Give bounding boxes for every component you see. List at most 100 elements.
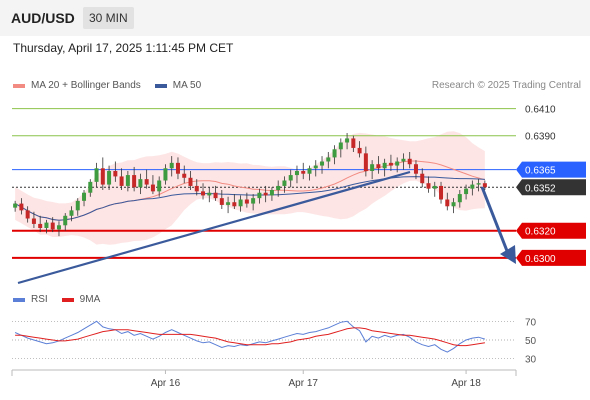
candle-body — [357, 147, 362, 154]
price-label-text: 0.6390 — [525, 132, 556, 143]
candle-body — [395, 161, 400, 166]
candle-body — [313, 165, 318, 169]
candle-body — [107, 171, 112, 185]
price-label-1: 0.6390 — [525, 132, 556, 143]
legend-label-ma50: MA 50 — [172, 80, 202, 91]
candle-body — [307, 168, 312, 174]
legend-item-ma20: MA 20 + Bollinger Bands — [13, 80, 141, 91]
candle-body — [345, 138, 350, 143]
rsi-level-label: 50 — [525, 336, 537, 347]
candle-body — [338, 142, 343, 150]
candle-body — [226, 202, 231, 205]
forecast-arrow-head — [500, 245, 516, 264]
candle-body — [25, 210, 30, 219]
candle-body — [44, 222, 49, 228]
candle-body — [132, 175, 137, 188]
candle-body — [470, 184, 475, 189]
candle-body — [388, 162, 393, 166]
ma50-line — [14, 176, 485, 221]
candle-body — [269, 190, 274, 196]
candle-body — [13, 203, 18, 208]
candle-body — [207, 192, 212, 196]
candle-body — [276, 185, 281, 190]
price-label-5: 0.6300 — [516, 249, 586, 266]
legend-swatch-rsi — [13, 297, 25, 302]
candle-body — [451, 202, 456, 207]
x-tick-label-0: Apr 16 — [151, 378, 181, 389]
candle-body — [63, 215, 68, 226]
candle-body — [125, 175, 130, 186]
candle-body — [163, 168, 168, 181]
legend-item-ma50: MA 50 — [154, 80, 202, 91]
price-label-text: 0.6352 — [525, 183, 556, 194]
candle-body — [194, 185, 199, 192]
candle-body — [82, 192, 87, 201]
candle-body — [94, 168, 99, 182]
candles-group — [13, 133, 487, 237]
candle-body — [382, 162, 387, 169]
price-label-3: 0.6352 — [516, 179, 586, 196]
candle-body — [188, 177, 193, 186]
candle-body — [213, 192, 218, 199]
candle-body — [288, 175, 293, 181]
price-label-2: 0.6365 — [516, 161, 586, 178]
candle-body — [113, 171, 118, 177]
legend-swatch-ma50 — [154, 83, 167, 88]
candle-body — [420, 173, 425, 184]
candle-body — [445, 199, 450, 207]
timeframe-badge[interactable]: 30 MIN — [83, 7, 134, 29]
candle-body — [232, 202, 237, 207]
candle-body — [370, 164, 375, 171]
candle-body — [332, 149, 337, 158]
candle-body — [482, 183, 487, 188]
symbol-title: AUD/USD — [11, 10, 75, 26]
candle-body — [251, 198, 256, 204]
price-label-text: 0.6365 — [525, 166, 556, 177]
price-label-bg — [516, 222, 586, 239]
datetime-label: Thursday, April 17, 2025 1:11:45 PM CET — [13, 41, 234, 55]
candle-body — [157, 180, 162, 192]
candle-body — [119, 176, 124, 186]
forecast-arrow-shaft — [480, 186, 511, 257]
candle-body — [100, 168, 105, 185]
candle-body — [169, 162, 174, 169]
price-label-text: 0.6320 — [525, 227, 556, 238]
legend-swatch-ma20 — [13, 83, 25, 88]
candle-body — [38, 223, 43, 228]
candle-body — [88, 181, 93, 193]
candle-body — [238, 199, 243, 207]
candle-body — [439, 185, 444, 200]
candle-body — [138, 179, 143, 188]
candle-body — [201, 191, 206, 196]
legend-item-rsi: RSI — [13, 294, 48, 305]
candle-body — [363, 153, 368, 171]
candle-body — [244, 199, 249, 204]
candle-body — [407, 158, 412, 165]
candle-body — [401, 158, 406, 162]
candle-body — [432, 185, 437, 189]
candle-body — [282, 180, 287, 186]
price-label-text: 0.6300 — [525, 254, 556, 265]
candle-body — [150, 184, 155, 192]
candle-body — [69, 210, 74, 216]
candle-body — [320, 161, 325, 166]
chart-header: AUD/USD 30 MIN — [0, 0, 590, 36]
candle-body — [75, 200, 80, 211]
candle-body — [457, 194, 462, 203]
rsi-level-label: 70 — [525, 317, 537, 328]
candle-body — [263, 192, 268, 196]
candle-body — [376, 164, 381, 169]
candle-body — [50, 222, 55, 230]
bollinger-band — [15, 131, 485, 245]
legend-label-ma20: MA 20 + Bollinger Bands — [31, 80, 141, 91]
legend-swatch-9ma — [61, 297, 74, 302]
indicator-legend: MA 20 + Bollinger Bands MA 50 — [13, 80, 215, 91]
candle-body — [294, 171, 299, 176]
candle-body — [413, 164, 418, 174]
candle-body — [19, 203, 24, 211]
candle-body — [144, 179, 149, 185]
x-tick-label-1: Apr 17 — [289, 378, 319, 389]
legend-item-9ma: 9MA — [61, 294, 101, 305]
legend-label-9ma: 9MA — [79, 294, 101, 305]
